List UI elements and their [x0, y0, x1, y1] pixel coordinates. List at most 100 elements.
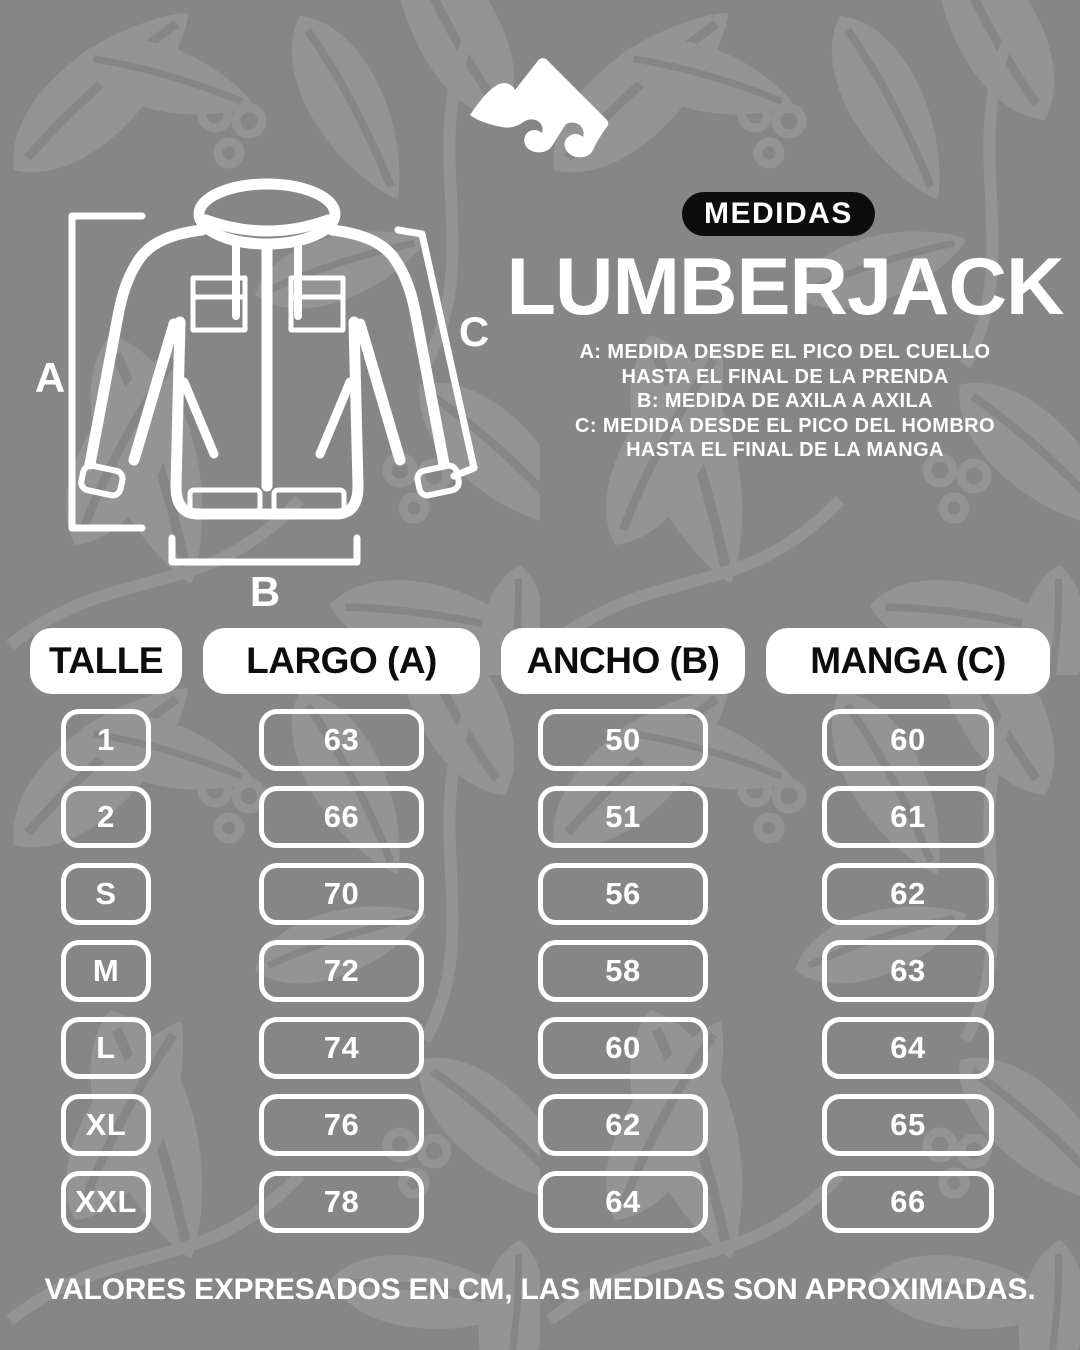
value-pill: 62 — [538, 1094, 708, 1156]
column-header-label: MANGA (C) — [810, 640, 1006, 681]
value-text: 63 — [323, 722, 360, 757]
measure-c-bracket — [394, 226, 478, 480]
column-header-label: TALLE — [49, 640, 163, 681]
value-text: L — [96, 1030, 116, 1065]
value-text: 62 — [605, 1107, 641, 1142]
value-text: 2 — [97, 799, 115, 834]
value-text: 70 — [323, 876, 360, 911]
size-cell: M — [30, 940, 182, 1002]
measure-cell: 63 — [203, 709, 480, 771]
value-pill: 56 — [538, 863, 708, 925]
measure-cell: 56 — [501, 863, 745, 925]
chest-pockets — [187, 275, 347, 514]
value-text: 74 — [323, 1030, 360, 1065]
measure-cell: 62 — [766, 863, 1050, 925]
footnote: VALORES EXPRESADOS EN CM, LAS MEDIDAS SO… — [44, 1273, 1036, 1306]
measure-cell: 63 — [766, 940, 1050, 1002]
size-cell: S — [30, 863, 182, 925]
description-line: C: MEDIDA DESDE EL PICO DEL HOMBRO — [575, 414, 995, 437]
column-header-cell: LARGO (A) — [203, 628, 480, 694]
description-line: HASTA EL FINAL DE LA MANGA — [626, 439, 944, 461]
measure-cell: 61 — [766, 786, 1050, 848]
value-text: 61 — [890, 799, 926, 834]
measure-cell: 76 — [203, 1094, 480, 1156]
measure-cell: 58 — [501, 940, 745, 1002]
jacket-outline — [84, 178, 450, 520]
medidas-badge: MEDIDAS — [682, 192, 875, 236]
value-text: 65 — [890, 1107, 926, 1142]
value-pill: S — [61, 863, 151, 925]
value-text: 66 — [890, 1184, 926, 1219]
size-cell: XL — [30, 1094, 182, 1156]
value-pill: XXL — [61, 1171, 151, 1233]
measure-cell: 70 — [203, 863, 480, 925]
value-text: 66 — [323, 799, 360, 834]
measure-cell: 66 — [203, 786, 480, 848]
description-line: A: MEDIDA DESDE EL PICO DEL CUELLO — [579, 341, 991, 363]
measure-cell: 60 — [766, 709, 1050, 771]
value-pill: 66 — [822, 1171, 994, 1233]
value-text: M — [92, 953, 120, 988]
value-pill: 61 — [822, 786, 994, 848]
measure-cell: 51 — [501, 786, 745, 848]
value-text: 60 — [890, 722, 926, 757]
measure-label-c: C — [459, 308, 489, 355]
value-pill: 58 — [538, 940, 708, 1002]
size-cell: L — [30, 1017, 182, 1079]
left-sleeve — [84, 224, 208, 470]
value-pill: 74 — [259, 1017, 424, 1079]
right-sleeve-inner — [354, 318, 406, 466]
value-pill: 65 — [822, 1094, 994, 1156]
right-sleeve — [326, 224, 450, 470]
value-text: 60 — [605, 1030, 641, 1065]
column-header-talle: TALLE — [30, 628, 182, 694]
measurement-description: A: MEDIDA DESDE EL PICO DEL CUELLO HASTA… — [502, 340, 1068, 463]
value-text: S — [95, 876, 117, 911]
column-header-label: LARGO (A) — [246, 640, 437, 681]
value-text: 50 — [605, 722, 641, 757]
waistband-right — [271, 487, 347, 514]
value-text: 58 — [605, 953, 641, 988]
value-pill: 60 — [822, 709, 994, 771]
measure-label-a: A — [35, 354, 65, 401]
waistband-left — [187, 487, 263, 514]
value-text: 56 — [605, 876, 641, 911]
value-pill: 63 — [259, 709, 424, 771]
value-pill: 60 — [538, 1017, 708, 1079]
description-line: B: MEDIDA DE AXILA A AXILA — [637, 390, 933, 412]
description-line: HASTA EL FINAL DE LA PRENDA — [621, 365, 949, 388]
jacket-diagram: A B C — [35, 178, 489, 610]
value-pill: 66 — [259, 786, 424, 848]
value-text: 62 — [890, 876, 926, 911]
column-header-cell: TALLE — [30, 628, 182, 694]
value-pill: M — [61, 940, 151, 1002]
hood-opening — [200, 214, 334, 237]
column-header-largo: LARGO (A) — [203, 628, 480, 694]
measure-cell: 50 — [501, 709, 745, 771]
bear-wave-logo-icon — [470, 58, 609, 158]
value-pill: 64 — [822, 1017, 994, 1079]
body — [170, 316, 364, 520]
product-title: LUMBERJACK — [506, 242, 1065, 332]
value-text: XXL — [75, 1184, 137, 1219]
measure-cell: 66 — [766, 1171, 1050, 1233]
value-text: 64 — [605, 1184, 641, 1219]
value-pill: 72 — [259, 940, 424, 1002]
column-header-label: ANCHO (B) — [526, 640, 720, 681]
medidas-badge-label: MEDIDAS — [704, 197, 853, 230]
measure-label-b: B — [250, 568, 280, 610]
measure-cell: 72 — [203, 940, 480, 1002]
measure-cell: 62 — [501, 1094, 745, 1156]
value-text: 72 — [323, 953, 360, 988]
column-header-cell: ANCHO (B) — [501, 628, 745, 694]
value-pill: 64 — [538, 1171, 708, 1233]
value-text: 76 — [323, 1107, 360, 1142]
measure-b-bracket — [168, 534, 361, 566]
value-text: 1 — [97, 722, 115, 757]
column-header-manga: MANGA (C) — [766, 628, 1050, 694]
value-pill: 51 — [538, 786, 708, 848]
value-text: 63 — [890, 953, 926, 988]
value-text: 51 — [605, 799, 641, 834]
measure-cell: 64 — [766, 1017, 1050, 1079]
